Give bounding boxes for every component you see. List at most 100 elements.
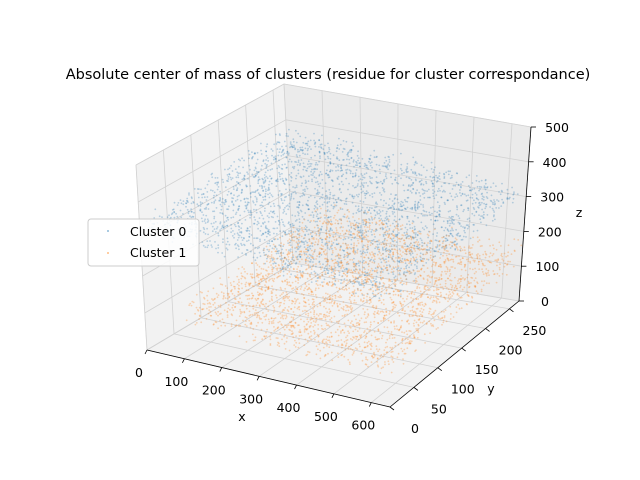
data-point (324, 265, 327, 268)
data-point (254, 175, 257, 178)
data-point (391, 204, 394, 207)
data-point (286, 151, 289, 153)
data-point (448, 224, 451, 227)
data-point (306, 170, 308, 172)
data-point (294, 186, 296, 189)
data-point (404, 208, 407, 210)
data-point (288, 284, 290, 287)
data-point (291, 223, 294, 225)
data-point (466, 284, 469, 286)
data-point (237, 172, 240, 175)
data-point (303, 252, 306, 255)
data-point (376, 266, 379, 268)
data-point (416, 234, 419, 237)
data-point (370, 258, 373, 261)
data-point (302, 272, 305, 274)
data-point (400, 325, 403, 327)
data-point (246, 203, 249, 206)
data-point (237, 209, 240, 212)
data-point (305, 328, 308, 331)
data-point (386, 166, 388, 169)
data-point (338, 254, 340, 256)
data-point (251, 191, 254, 194)
data-point (232, 186, 235, 188)
data-point (274, 245, 277, 248)
data-point (513, 249, 516, 252)
data-point (326, 169, 328, 172)
data-point (376, 269, 378, 272)
data-point (390, 245, 393, 248)
data-point (422, 206, 425, 208)
data-point (507, 251, 510, 254)
data-point (278, 171, 280, 174)
data-point (343, 272, 345, 275)
data-point (391, 210, 394, 213)
data-point (326, 223, 329, 226)
data-point (219, 203, 222, 206)
data-point (195, 322, 198, 324)
data-point (299, 272, 302, 275)
data-point (343, 340, 346, 343)
data-point (273, 306, 276, 309)
data-point (403, 259, 406, 262)
data-point (350, 156, 353, 159)
data-point (265, 150, 267, 153)
data-point (292, 236, 295, 239)
data-point (385, 159, 388, 162)
data-point (382, 179, 385, 182)
data-point (329, 162, 332, 165)
data-point (333, 217, 335, 219)
data-point (316, 192, 319, 195)
data-point (350, 243, 353, 246)
data-point (292, 256, 295, 258)
data-point (328, 230, 331, 233)
data-point (476, 256, 479, 259)
data-point (352, 250, 355, 253)
data-point (280, 167, 283, 170)
data-point (219, 229, 222, 232)
data-point (370, 334, 373, 337)
data-point (281, 268, 284, 271)
data-point (266, 143, 269, 146)
data-point (391, 350, 394, 353)
data-point (292, 226, 295, 229)
data-point (370, 301, 372, 303)
data-point (376, 203, 379, 206)
data-point (356, 277, 359, 280)
data-point (439, 244, 441, 246)
data-point (444, 260, 447, 263)
data-point (295, 186, 298, 189)
data-point (172, 208, 175, 211)
data-point (313, 167, 316, 170)
data-point (333, 315, 336, 318)
data-point (402, 251, 404, 254)
data-point (309, 325, 312, 327)
data-point (261, 338, 264, 341)
data-point (307, 147, 309, 150)
data-point (324, 271, 327, 274)
data-point (225, 200, 228, 203)
data-point (493, 199, 495, 201)
data-point (382, 242, 385, 245)
data-point (328, 248, 331, 251)
data-point (301, 149, 304, 152)
data-point (365, 192, 367, 195)
data-point (467, 225, 470, 228)
data-point (315, 345, 318, 348)
data-point (327, 352, 329, 355)
data-point (443, 182, 445, 185)
data-point (327, 216, 330, 219)
data-point (244, 270, 246, 273)
data-point (343, 202, 346, 205)
data-point (348, 279, 351, 281)
grid-line-x (501, 123, 513, 299)
data-point (390, 333, 393, 336)
data-point (374, 170, 376, 172)
data-point (361, 271, 364, 274)
data-point (232, 203, 235, 206)
data-point (373, 210, 376, 212)
data-point (283, 140, 286, 143)
data-point (475, 179, 478, 182)
data-point (371, 356, 374, 359)
data-point (187, 210, 190, 213)
